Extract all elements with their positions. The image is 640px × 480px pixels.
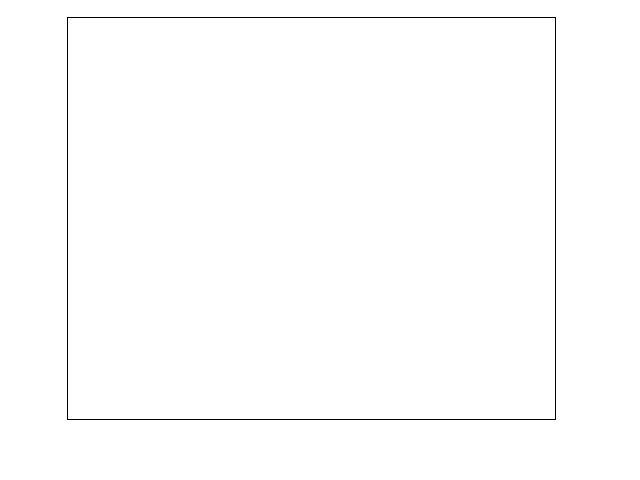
plot-frame <box>67 17 556 420</box>
